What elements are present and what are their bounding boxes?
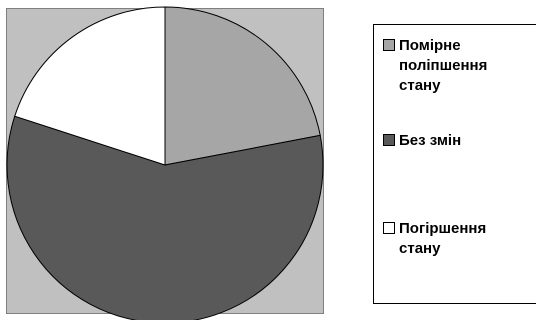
- legend-item-deterioration: Погіршення стану: [383, 219, 486, 259]
- legend: Помірне поліпшення стану Без змін Погірш…: [373, 24, 536, 304]
- legend-label-no-change: Без змін: [399, 132, 462, 149]
- legend-item-no-change: Без змін: [383, 131, 461, 151]
- legend-swatch-no-change: [383, 134, 395, 146]
- pie-slice-2: [14, 6, 166, 166]
- legend-label-deterioration: Погіршення стану: [399, 220, 487, 257]
- pie-chart: [6, 6, 324, 320]
- legend-item-moderate-improvement: Помірне поліпшення стану: [383, 36, 487, 96]
- legend-swatch-deterioration: [383, 222, 395, 234]
- pie-slice-1: [6, 115, 324, 320]
- legend-swatch-moderate-improvement: [383, 39, 395, 51]
- legend-label-moderate-improvement: Помірне поліпшення стану: [399, 37, 488, 94]
- pie-slice-0: [164, 6, 321, 166]
